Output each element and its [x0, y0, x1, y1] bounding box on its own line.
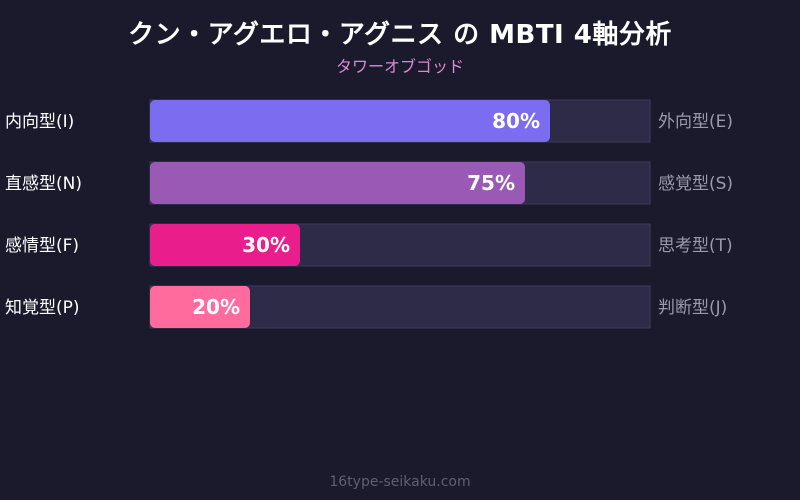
bar-fill [150, 224, 300, 266]
chart-subtitle: タワーオブゴッド [335, 57, 464, 76]
bar-row: 75% 直感型(N) 感覚型(S) [5, 161, 733, 205]
left-trait-label: 内向型(I) [5, 112, 74, 132]
right-trait-label: 感覚型(S) [658, 174, 733, 194]
bar-fill [150, 162, 525, 204]
right-trait-label: 思考型(T) [658, 236, 733, 256]
left-trait-label: 感情型(F) [5, 236, 79, 256]
bar-row: 30% 感情型(F) 思考型(T) [5, 223, 733, 267]
bar-value-label: 30% [242, 233, 290, 257]
bar-value-label: 75% [467, 171, 515, 195]
chart-title: クン・アグエロ・アグニス の MBTI 4軸分析 [128, 20, 672, 50]
left-trait-label: 直感型(N) [5, 174, 82, 194]
bar-fill [150, 100, 550, 142]
left-trait-label: 知覚型(P) [5, 298, 80, 318]
right-trait-label: 外向型(E) [658, 112, 733, 132]
bar-value-label: 20% [192, 295, 240, 319]
bar-value-label: 80% [492, 109, 540, 133]
bar-row: 80% 内向型(I) 外向型(E) [5, 99, 733, 143]
bar-fill [150, 286, 250, 328]
right-trait-label: 判断型(J) [658, 298, 727, 318]
bar-row: 20% 知覚型(P) 判断型(J) [5, 285, 727, 329]
site-watermark: 16type-seikaku.com [329, 474, 471, 490]
